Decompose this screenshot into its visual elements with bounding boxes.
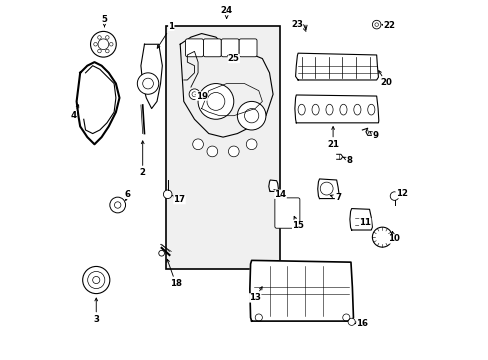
Circle shape — [206, 146, 217, 157]
Text: 19: 19 — [195, 91, 207, 100]
Text: 8: 8 — [343, 156, 352, 165]
Circle shape — [98, 36, 101, 39]
Polygon shape — [249, 260, 353, 321]
Text: 21: 21 — [326, 127, 338, 149]
Circle shape — [159, 250, 164, 256]
Text: 22: 22 — [381, 21, 394, 30]
Text: 3: 3 — [93, 298, 99, 324]
Circle shape — [105, 36, 109, 39]
FancyBboxPatch shape — [203, 39, 221, 57]
Ellipse shape — [367, 104, 374, 115]
Ellipse shape — [298, 104, 305, 115]
Circle shape — [137, 73, 159, 94]
Circle shape — [192, 139, 203, 150]
Polygon shape — [141, 44, 162, 109]
Bar — [165, 26, 280, 269]
Ellipse shape — [325, 104, 332, 115]
Ellipse shape — [311, 104, 319, 115]
Polygon shape — [294, 95, 378, 123]
Circle shape — [163, 190, 172, 199]
Text: 24: 24 — [220, 6, 232, 18]
Circle shape — [246, 139, 257, 150]
Text: 18: 18 — [166, 259, 182, 288]
FancyBboxPatch shape — [221, 39, 239, 57]
Text: 10: 10 — [387, 231, 399, 243]
Text: 16: 16 — [355, 319, 367, 328]
Ellipse shape — [339, 104, 346, 115]
Text: 14: 14 — [274, 189, 286, 199]
Text: 23: 23 — [290, 20, 303, 29]
Polygon shape — [317, 179, 339, 199]
Text: 25: 25 — [227, 54, 239, 63]
Circle shape — [198, 84, 233, 119]
Circle shape — [94, 42, 97, 46]
Circle shape — [109, 42, 113, 46]
Circle shape — [82, 266, 110, 294]
Text: 11: 11 — [359, 219, 370, 228]
Text: 12: 12 — [395, 189, 407, 198]
Circle shape — [110, 197, 125, 213]
Text: 6: 6 — [124, 190, 130, 201]
Circle shape — [90, 31, 116, 57]
FancyBboxPatch shape — [239, 39, 257, 57]
Polygon shape — [295, 53, 378, 80]
Polygon shape — [268, 180, 278, 192]
Text: 7: 7 — [329, 193, 341, 202]
Text: 17: 17 — [172, 195, 185, 204]
Circle shape — [228, 146, 239, 157]
Text: 5: 5 — [102, 15, 107, 27]
Circle shape — [189, 89, 200, 100]
Circle shape — [372, 227, 391, 247]
Ellipse shape — [353, 104, 360, 115]
Text: 4: 4 — [71, 105, 79, 120]
Circle shape — [389, 192, 398, 201]
Text: 20: 20 — [378, 71, 391, 87]
Circle shape — [372, 20, 380, 29]
Text: 1: 1 — [157, 22, 174, 48]
FancyBboxPatch shape — [185, 39, 203, 57]
Circle shape — [347, 318, 354, 325]
Text: 2: 2 — [140, 141, 145, 177]
FancyBboxPatch shape — [274, 198, 299, 228]
Text: 9: 9 — [369, 131, 378, 140]
Circle shape — [98, 49, 101, 53]
Text: 15: 15 — [291, 216, 304, 230]
Circle shape — [237, 102, 265, 130]
Text: 13: 13 — [249, 287, 262, 302]
Polygon shape — [349, 208, 372, 230]
Circle shape — [105, 49, 109, 53]
